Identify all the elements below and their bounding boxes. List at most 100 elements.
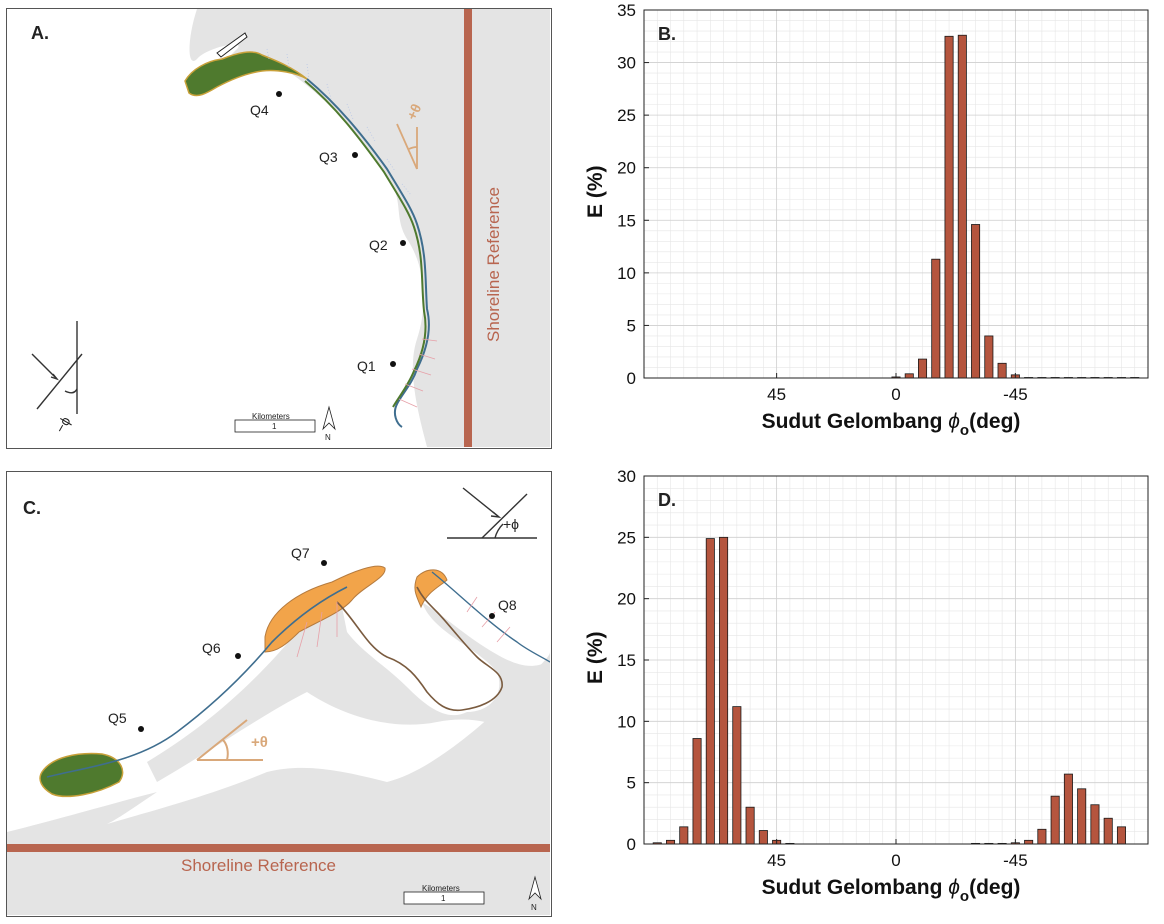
transects (266, 48, 412, 196)
grid (643, 9, 1149, 379)
y-tick-label: 35 (617, 1, 636, 20)
point-q3: Q3 (319, 149, 358, 165)
map-panel-c: Shoreline Reference +θ +ϕ Q5 Q6 Q7 Q8 Ki… (6, 471, 552, 917)
shoreline-reference-bar (7, 844, 550, 852)
x-axis-symbol: ϕ (948, 410, 960, 433)
x-axis-label-group: Sudut Gelombang ϕo(deg) (762, 410, 1021, 439)
panel-a-letter: A. (31, 23, 49, 43)
scale-bar: Kilometers 1 (234, 412, 316, 433)
land-area (189, 9, 550, 447)
y-tick-label: 15 (617, 211, 636, 230)
bar (1090, 804, 1100, 845)
y-tick-label: 30 (617, 54, 636, 73)
bar (1077, 788, 1087, 845)
transects-south (398, 338, 438, 408)
bar (679, 826, 689, 845)
chart-b: 0 5 10 15 20 25 30 35 45 0 -45 B. E (%) Sudut Gelomba… (568, 0, 1160, 452)
chart-title: D. (658, 490, 676, 510)
x-axis-subscript: o (960, 888, 969, 905)
bar (944, 35, 954, 379)
x-axis-subscript: o (960, 422, 969, 439)
svg-text:Kilometers: Kilometers (422, 884, 460, 893)
panel-c-letter: C. (23, 498, 41, 518)
x-tick-label: 45 (767, 385, 786, 404)
bar (904, 373, 914, 379)
north-arrow-icon: N (528, 875, 542, 912)
shoreline-reference-bar (464, 9, 472, 447)
y-tick-label: 15 (617, 651, 636, 670)
shoreline-reference-label: Shoreline Reference (181, 856, 336, 875)
bar (984, 335, 994, 379)
y-tick-label: 0 (627, 835, 636, 854)
svg-text:N: N (531, 903, 537, 912)
bar (1063, 773, 1073, 845)
x-axis-unit: (deg) (969, 410, 1020, 433)
spit-tip (216, 32, 248, 58)
bar (1050, 795, 1060, 845)
north-arrow-icon: N (322, 405, 336, 442)
bar (692, 738, 702, 845)
x-axis-label: Sudut Gelombang (762, 876, 943, 899)
shoreline-change-north (184, 51, 308, 97)
phi-label: −ϕ (52, 413, 74, 435)
y-tick-label: 5 (627, 774, 636, 793)
bar (931, 258, 941, 379)
shoreline-line-3 (431, 571, 550, 663)
y-tick-label: 20 (617, 159, 636, 178)
y-tick-label: 25 (617, 106, 636, 125)
bar (732, 706, 742, 845)
x-tick-label: 0 (891, 385, 900, 404)
bar (918, 358, 928, 379)
svg-text:Q1: Q1 (357, 358, 376, 374)
bar (758, 830, 768, 845)
shoreline-line (46, 586, 348, 778)
x-axis-label-group: Sudut Gelombang ϕo(deg) (762, 876, 1021, 905)
bar (719, 536, 729, 845)
chart-d-svg: 0 5 10 15 20 25 30 45 0 -45 D. E (%) Sudut Gelombang… (584, 467, 1149, 905)
bar (705, 538, 715, 845)
shoreline-change-spit (264, 565, 386, 653)
point-q2: Q2 (369, 237, 406, 253)
x-tick-label: 45 (767, 851, 786, 870)
svg-text:N: N (325, 433, 331, 442)
theta-label: +θ (251, 734, 268, 751)
svg-text:1: 1 (441, 894, 446, 903)
x-tick-label: -45 (1003, 851, 1028, 870)
point-q8: Q8 (489, 597, 517, 619)
shoreline-reference-label: Shoreline Reference (484, 187, 503, 342)
scale-bar: Kilometers 1 (403, 884, 485, 905)
chart-b-svg: 0 5 10 15 20 25 30 35 45 0 -45 B. E (%) Sudut Gelomba… (584, 1, 1149, 439)
map-panel-a: Shoreline Reference +θ −ϕ Q1 Q2 Q3 Q4 Ki… (6, 8, 552, 449)
svg-text:Q5: Q5 (108, 710, 127, 726)
point-q1: Q1 (357, 358, 396, 374)
y-tick-label: 20 (617, 590, 636, 609)
bar (666, 839, 676, 845)
point-q7: Q7 (291, 545, 327, 566)
x-tick-label: 0 (891, 851, 900, 870)
svg-text:1: 1 (272, 422, 277, 431)
svg-text:Q2: Q2 (369, 237, 388, 253)
lagoon (337, 575, 500, 716)
map-c-canvas: Shoreline Reference +θ +ϕ Q5 Q6 Q7 Q8 Ki… (7, 487, 550, 915)
bars (652, 536, 1126, 845)
shoreline-change-coast-2 (304, 80, 427, 408)
svg-text:Q8: Q8 (498, 597, 517, 613)
point-q4: Q4 (250, 91, 282, 118)
phi-angle-icon (31, 321, 83, 414)
y-tick-label: 25 (617, 528, 636, 547)
bar (1024, 839, 1034, 845)
map-a-canvas: Shoreline Reference +θ −ϕ Q1 Q2 Q3 Q4 Ki… (31, 9, 550, 447)
theta-angle-icon (396, 123, 418, 170)
svg-text:Q3: Q3 (319, 149, 338, 165)
bar (1037, 828, 1047, 845)
land-area-spit (147, 582, 550, 782)
theta-angle-icon (196, 719, 263, 761)
y-tick-label: 30 (617, 467, 636, 486)
chart-d: 0 5 10 15 20 25 30 45 0 -45 D. E (%) Sudut Gelombang… (568, 462, 1160, 919)
phi-label: +ϕ (503, 516, 519, 532)
shoreline-change-coast (306, 78, 430, 428)
y-tick-label: 10 (617, 264, 636, 283)
shoreline-line-2 (336, 586, 503, 712)
x-axis-label: Sudut Gelombang (762, 410, 943, 433)
chart-title: B. (658, 24, 676, 44)
